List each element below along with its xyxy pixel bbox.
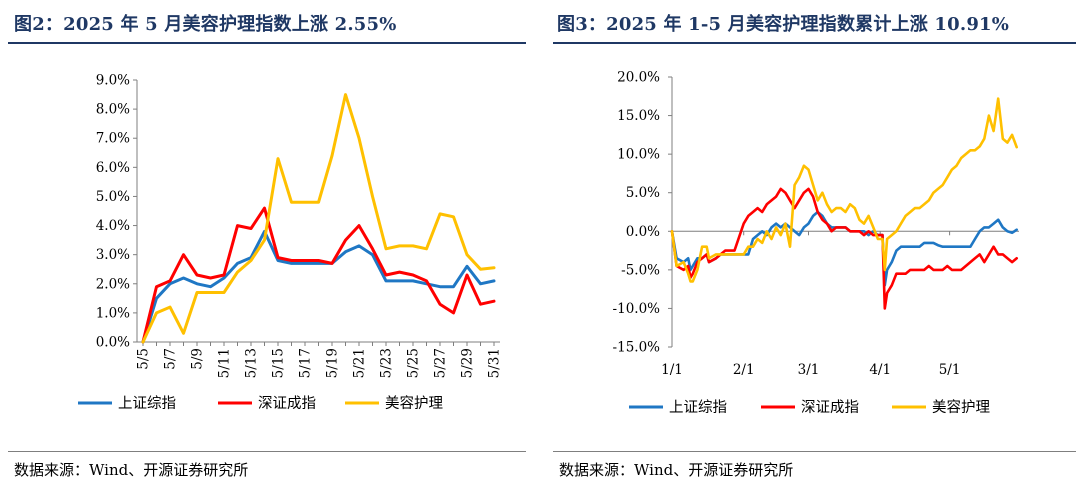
- left-x-tick-label: 5/27: [433, 348, 449, 378]
- left-series-line-2: [141, 93, 496, 344]
- left-x-tick-label: 5/11: [217, 348, 233, 378]
- left-x-tick-label: 5/23: [379, 348, 395, 378]
- right-series-line-0: [670, 210, 1018, 287]
- right-chart-panel: 图3：2025 年 1-5 月美容护理指数累计上涨 10.91% -15.0% -…: [545, 0, 1080, 485]
- left-y-tick-label: 5.0%: [96, 189, 130, 205]
- left-legend-label: 深证成指: [258, 395, 316, 412]
- left-chart-panel: 图2：2025 年 5 月美容护理指数上涨 2.55% 0.0% 1.0% 2.0%…: [0, 0, 530, 485]
- left-x-tick-label: 5/13: [244, 348, 260, 378]
- left-y-tick-label: 0.0%: [96, 335, 130, 351]
- left-x-tick-label: 5/9: [190, 348, 206, 370]
- right-chart-title: 图3：2025 年 1-5 月美容护理指数累计上涨 10.91%: [557, 14, 1010, 35]
- right-legend-label: 上证综指: [669, 399, 727, 416]
- left-source-note: 数据来源：Wind、开源证券研究所: [14, 461, 249, 479]
- left-x-tick-label: 5/25: [406, 348, 422, 378]
- right-y-tick-label: -15.0%: [613, 340, 661, 356]
- right-legend-label: 美容护理: [932, 399, 990, 416]
- right-y-tick-label: 20.0%: [617, 70, 660, 86]
- left-legend-label: 美容护理: [385, 395, 443, 412]
- left-source-rule: [8, 451, 526, 452]
- left-y-tick-label: 3.0%: [96, 247, 130, 263]
- right-y-tick-label: 10.0%: [617, 147, 660, 163]
- left-y-tick-label: 1.0%: [96, 305, 130, 321]
- right-title-rule: [553, 42, 1076, 44]
- left-legend-label: 上证综指: [118, 395, 176, 412]
- left-x-tick-label: 5/21: [352, 348, 368, 378]
- left-x-tick-label: 5/29: [460, 348, 476, 378]
- right-y-tick-label: 5.0%: [626, 185, 660, 201]
- left-x-tick-label: 5/5: [136, 348, 152, 370]
- right-y-tick-label: 15.0%: [617, 108, 660, 124]
- left-y-tick-label: 2.0%: [96, 276, 130, 292]
- right-x-tick-label: 1/1: [661, 362, 683, 378]
- left-y-tick-label: 7.0%: [96, 131, 130, 147]
- right-x-tick-label: 2/1: [733, 362, 755, 378]
- left-chart-title: 图2：2025 年 5 月美容护理指数上涨 2.55%: [14, 14, 397, 35]
- left-series-line-0: [141, 229, 496, 344]
- left-y-tick-label: 9.0%: [96, 73, 130, 89]
- right-series-line-1: [670, 187, 1018, 310]
- left-y-tick-label: 6.0%: [96, 160, 130, 176]
- right-legend-label: 深证成指: [801, 399, 859, 416]
- left-line-chart: 0.0% 1.0% 2.0% 3.0% 4.0% 5.0% 6.0% 7.0% 8.0% 9.0%…: [78, 73, 503, 412]
- right-y-tick-label: -10.0%: [613, 301, 661, 317]
- left-x-tick-label: 5/19: [325, 348, 341, 378]
- right-y-tick-label: 0.0%: [626, 224, 660, 240]
- left-series-line-1: [141, 206, 496, 344]
- left-x-tick-label: 5/15: [271, 348, 287, 378]
- left-x-tick-label: 5/7: [163, 348, 179, 370]
- right-source-rule: [553, 451, 1076, 452]
- left-x-tick-label: 5/31: [487, 348, 503, 378]
- right-x-tick-label: 4/1: [869, 362, 891, 378]
- left-title-rule: [8, 42, 526, 44]
- left-y-tick-label: 8.0%: [96, 102, 130, 118]
- right-series-line-2: [670, 97, 1018, 283]
- right-line-chart: -15.0% -10.0% -5.0% 0.0% 5.0% 10.0% 15.0% 20.0%…: [613, 70, 1019, 416]
- right-source-note: 数据来源：Wind、开源证券研究所: [559, 461, 794, 479]
- left-x-tick-label: 5/17: [298, 348, 314, 378]
- right-x-tick-label: 3/1: [798, 362, 820, 378]
- right-x-tick-label: 5/1: [939, 362, 961, 378]
- left-y-tick-label: 4.0%: [96, 218, 130, 234]
- right-y-tick-label: -5.0%: [621, 262, 660, 278]
